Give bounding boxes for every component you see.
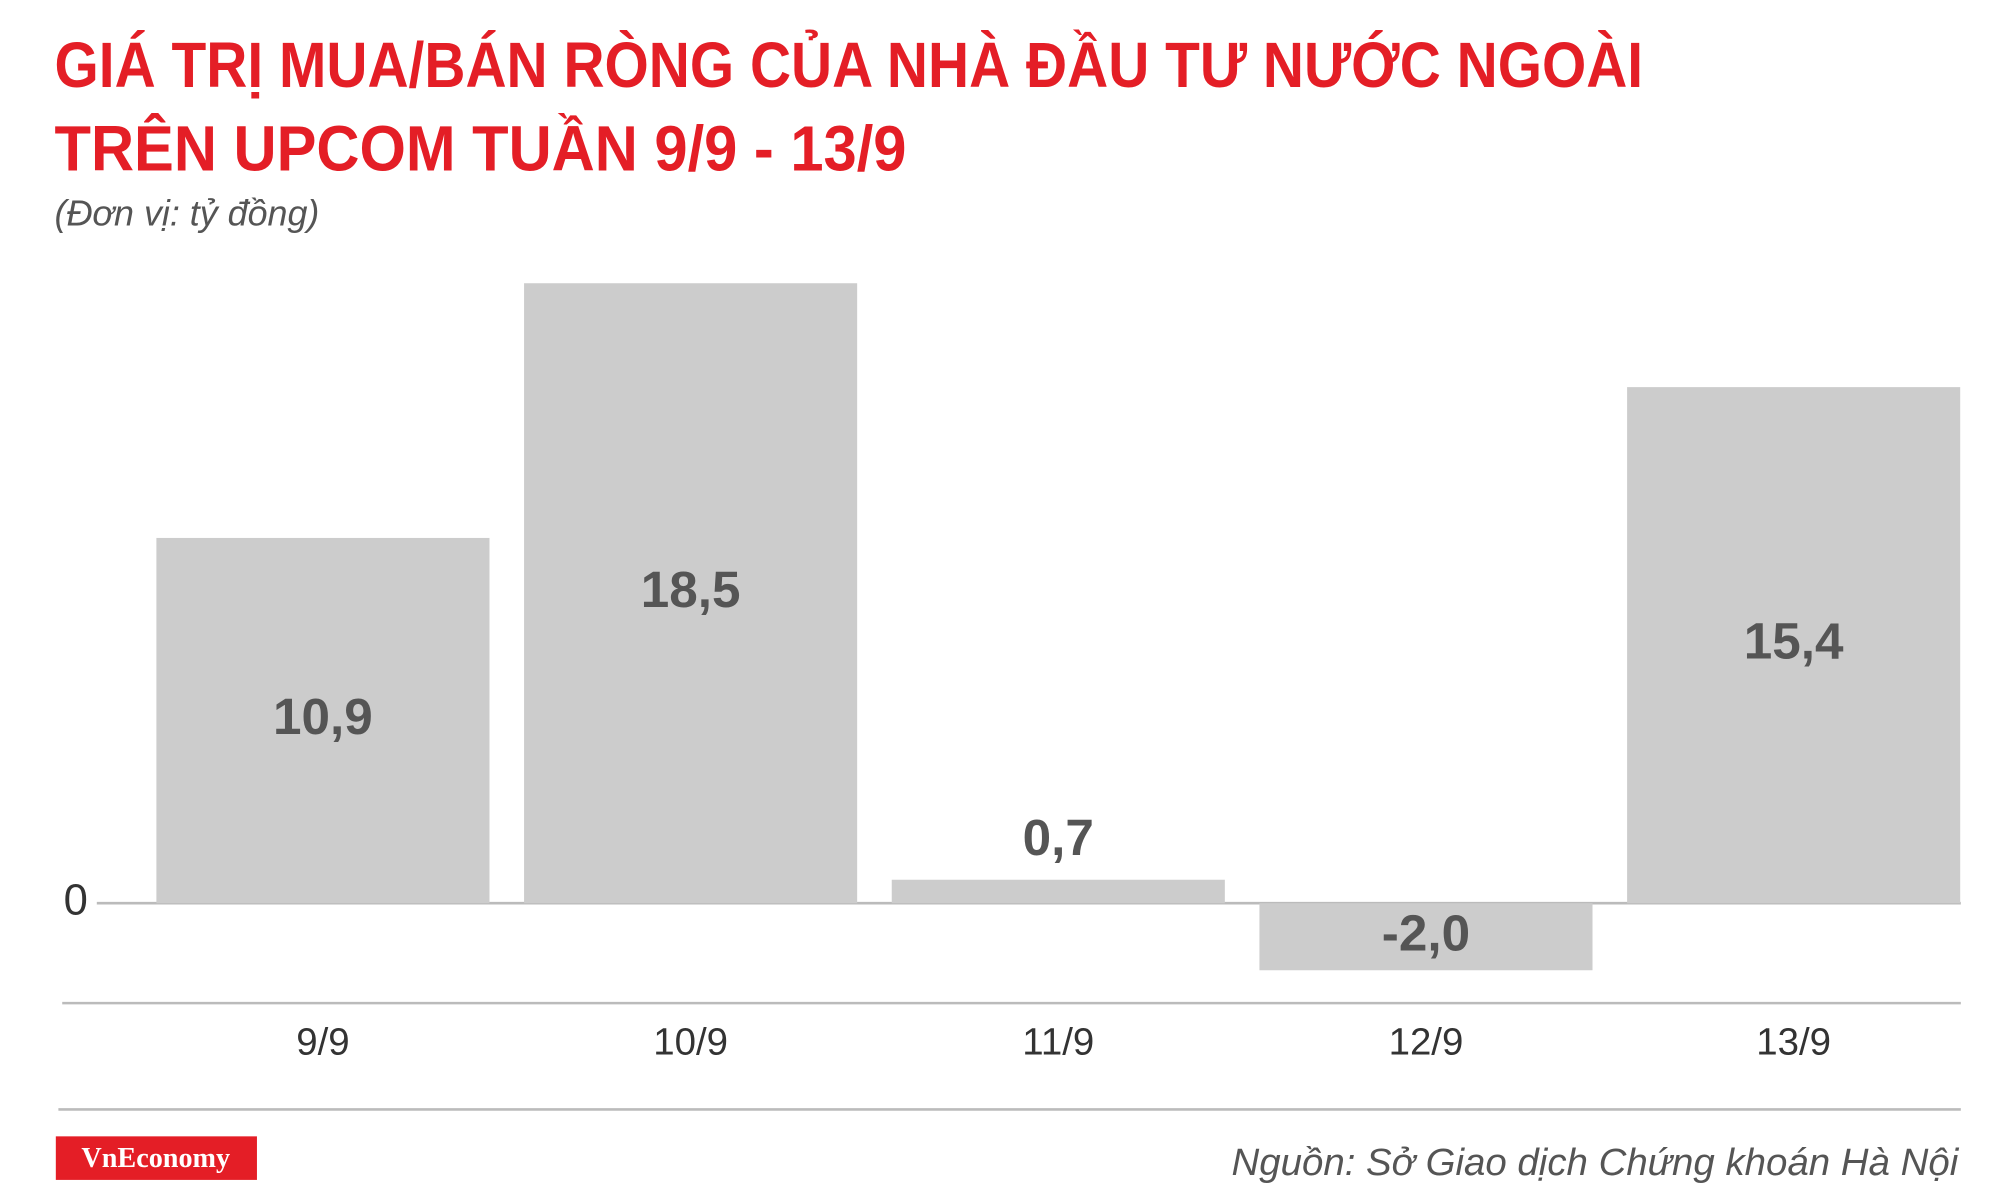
logo: VnEconomy xyxy=(81,1143,230,1174)
bar xyxy=(156,537,490,904)
chart-title: GIÁ TRỊ MUA/BÁN RÒNG CỦA NHÀ ĐẦU TƯ NƯỚC… xyxy=(55,28,1644,101)
chart-title: TRÊN UPCOM TUẦN 9/9 - 13/9 xyxy=(55,111,907,184)
value-label: 10,9 xyxy=(273,688,373,745)
x-tick-label: 11/9 xyxy=(1022,1020,1094,1063)
chart-subtitle: (Đơn vị: tỷ đồng) xyxy=(55,193,320,233)
value-label: -2,0 xyxy=(1382,904,1470,961)
bar xyxy=(524,283,858,904)
bar xyxy=(891,879,1225,904)
source: Nguồn: Sở Giao dịch Chứng khoán Hà Nội xyxy=(1231,1141,1959,1184)
x-tick-label: 9/9 xyxy=(296,1020,349,1063)
y-tick-label: 0 xyxy=(64,877,88,925)
x-tick-label: 12/9 xyxy=(1389,1020,1464,1063)
value-label: 15,4 xyxy=(1744,613,1844,670)
bar xyxy=(1627,387,1961,904)
x-tick-label: 10/9 xyxy=(653,1020,728,1063)
bar xyxy=(1259,903,1593,971)
value-label: 18,5 xyxy=(641,561,741,618)
x-tick-label: 13/9 xyxy=(1756,1020,1831,1063)
value-label: 0,7 xyxy=(1023,809,1094,866)
logo-box xyxy=(55,1136,257,1180)
